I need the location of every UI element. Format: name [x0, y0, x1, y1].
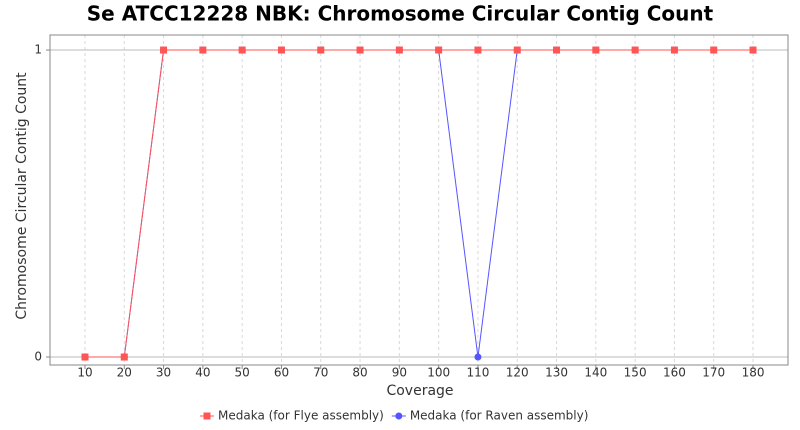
x-tick-label: 20: [117, 366, 132, 380]
marker: [277, 46, 285, 54]
marker: [81, 353, 89, 361]
marker: [592, 46, 600, 54]
legend: Medaka (for Flye assembly) Medaka (for Ra…: [200, 409, 588, 423]
series-line: [84, 49, 754, 358]
legend-label: Medaka (for Raven assembly): [410, 409, 589, 423]
marker: [395, 46, 403, 54]
x-axis-label: Coverage: [386, 383, 453, 399]
marker: [553, 46, 561, 54]
x-tick-label: 60: [274, 366, 289, 380]
x-tick-label: 170: [702, 366, 725, 380]
x-tick-label: 30: [156, 366, 171, 380]
x-tick-label: 90: [392, 366, 407, 380]
x-tick-label: 10: [77, 366, 92, 380]
x-tick-label: 110: [466, 366, 489, 380]
marker: [474, 46, 482, 54]
x-tick-label: 70: [313, 366, 328, 380]
marker: [317, 46, 325, 54]
marker: [670, 46, 678, 54]
x-tick-label: 150: [624, 366, 647, 380]
marker: [474, 353, 482, 361]
x-tick-label: 100: [427, 366, 450, 380]
marker: [356, 46, 364, 54]
marker: [435, 46, 443, 54]
x-tick-label: 50: [235, 366, 250, 380]
y-axis-label: Chromosome Circular Contig Count: [14, 72, 30, 320]
legend-marker: [395, 412, 403, 420]
marker: [513, 46, 521, 54]
x-tick-label: 120: [506, 366, 529, 380]
legend-marker: [203, 412, 211, 420]
marker: [749, 46, 757, 54]
x-tick-label: 180: [742, 366, 765, 380]
x-tick-label: 130: [545, 366, 568, 380]
legend-label: Medaka (for Flye assembly): [218, 409, 384, 423]
plot-border: [49, 34, 789, 366]
plot-area: [50, 35, 788, 365]
marker: [710, 46, 718, 54]
x-tick-label: 140: [584, 366, 607, 380]
marker: [160, 46, 168, 54]
x-tick-label: 160: [663, 366, 686, 380]
x-tick-label: 40: [195, 366, 210, 380]
marker: [631, 46, 639, 54]
marker: [238, 46, 246, 54]
x-tick-label: 80: [352, 366, 367, 380]
chart-title: Se ATCC12228 NBK: Chromosome Circular Co…: [87, 2, 714, 26]
y-tick-label: 1: [34, 43, 42, 57]
y-tick-label: 0: [34, 350, 42, 364]
marker: [199, 46, 207, 54]
marker: [120, 353, 128, 361]
